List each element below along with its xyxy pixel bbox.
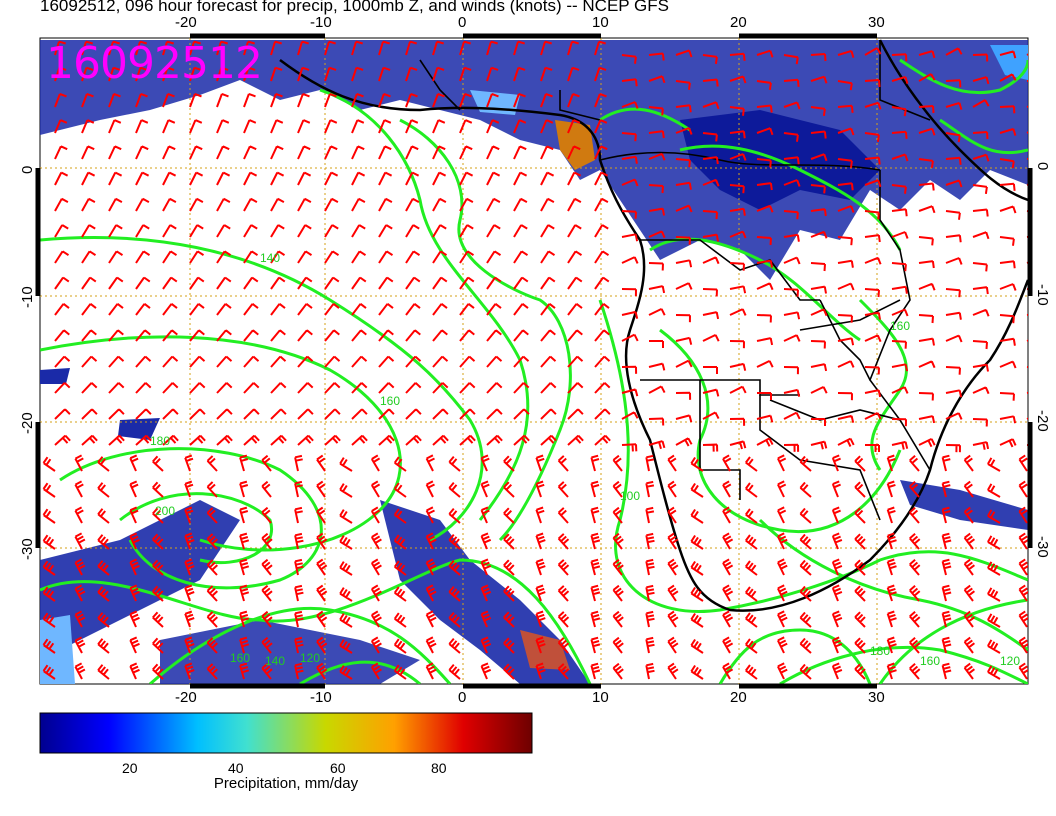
contour-label: 160: [920, 654, 940, 668]
lat-tick-label: -20: [19, 412, 36, 434]
lat-tick-label: -10: [19, 286, 36, 308]
lat-tick-label: -10: [1034, 284, 1051, 306]
lat-tick-label: -30: [1034, 536, 1051, 558]
lon-tick-label: -20: [175, 14, 197, 31]
colorbar-tick-label: 20: [122, 760, 138, 776]
precip-band-far-south: [160, 620, 420, 684]
colorbar-ticks: 20 40 60 80: [122, 760, 447, 776]
contour-label: 160: [380, 394, 400, 408]
top-lon-labels: -20 -10 0 10 20 30: [175, 14, 885, 31]
precip-small-2: [40, 368, 70, 384]
contour-label: 180: [150, 434, 170, 448]
lat-tick-label: 0: [1034, 162, 1051, 170]
lon-tick-label: 30: [868, 14, 885, 31]
lon-tick-label: 30: [868, 689, 885, 706]
contour-label: 180: [870, 644, 890, 658]
contour-label: 160: [890, 319, 910, 333]
lon-tick-label: -10: [310, 689, 332, 706]
precip-hotspot-4: [40, 615, 75, 684]
precip-small-1: [118, 418, 160, 440]
colorbar-tick-label: 40: [228, 760, 244, 776]
lon-tick-label: 10: [592, 689, 609, 706]
lat-tick-label: 0: [19, 166, 36, 174]
precip-hotspot-5: [520, 630, 570, 670]
contour-label: 200: [155, 504, 175, 518]
date-stamp: 16092512: [46, 38, 263, 89]
frame-ticks: [35, 33, 1033, 689]
contour-label: 140: [260, 251, 280, 265]
colorbar: [39, 712, 533, 754]
contour-label: 160: [230, 651, 250, 665]
contour-label: 120: [1000, 654, 1020, 668]
precip-band-southeast: [900, 480, 1028, 530]
lon-tick-label: -10: [310, 14, 332, 31]
colorbar-label: Precipitation, mm/day: [213, 775, 359, 792]
lon-tick-label: 0: [458, 14, 466, 31]
precip-hotspot-1: [555, 120, 595, 170]
lon-tick-label: 0: [458, 689, 466, 706]
right-lat-labels: 0 -10 -20 -30: [1034, 162, 1051, 558]
contour-label: 120: [300, 651, 320, 665]
contour-label: 100: [620, 489, 640, 503]
lat-tick-label: -20: [1034, 410, 1051, 432]
lon-tick-label: 20: [730, 14, 747, 31]
left-lat-labels: 0 -10 -20 -30: [19, 166, 36, 560]
wind-barb-field: [42, 40, 1028, 680]
colorbar-tick-label: 80: [431, 760, 447, 776]
lon-tick-label: -20: [175, 689, 197, 706]
chart-title: 16092512, 096 hour forecast for precip, …: [40, 0, 669, 15]
lon-tick-label: 20: [730, 689, 747, 706]
colorbar-tick-label: 60: [330, 760, 346, 776]
lat-tick-label: -30: [19, 538, 36, 560]
wind-barbs: [42, 40, 1028, 680]
precip-hotspot-3: [990, 45, 1028, 80]
contour-label-group: 140 160 180 200 140 120 160 100 160 180 …: [150, 251, 1020, 668]
lon-tick-label: 10: [592, 14, 609, 31]
bottom-lon-labels: -20 -10 0 10 20 30: [175, 689, 885, 706]
contour-label: 140: [265, 654, 285, 668]
precip-area-north: [40, 40, 1028, 280]
